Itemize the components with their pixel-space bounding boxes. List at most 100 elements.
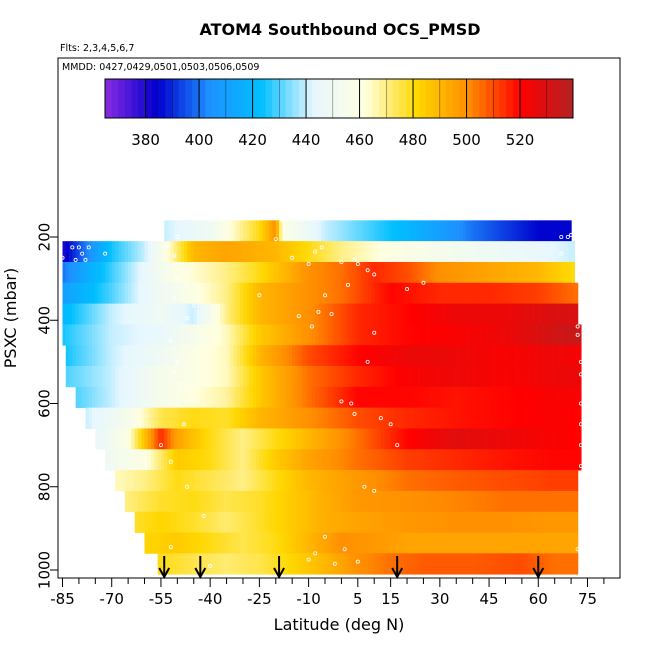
colorbar-swatch [245,79,253,118]
heatmap-cell [397,386,402,409]
heatmap-cell [174,532,178,554]
heatmap-cell [557,449,562,471]
heatmap-cell [574,303,579,325]
heatmap-cell [430,241,434,263]
heatmap-cell [449,261,454,284]
heatmap-cell [521,220,526,242]
heatmap-cell [190,261,195,284]
heatmap-cell [351,553,356,575]
colorbar-swatch [138,79,146,118]
heatmap-cell [466,428,470,450]
heatmap-cell [344,303,349,325]
heatmap-cell [495,386,500,409]
heatmap-cell [154,532,159,554]
heatmap-cell [469,324,474,346]
heatmap-cell [531,407,536,429]
heatmap-cell [462,366,467,388]
sample-point [349,401,354,406]
heatmap-cell [443,490,448,513]
heatmap-cell [275,241,280,263]
heatmap-cell [206,532,211,554]
heatmap-cell [456,470,461,492]
heatmap-cell [498,303,503,325]
heatmap-cell [393,386,398,409]
heatmap-cell [361,532,365,554]
heatmap-cell [439,532,444,554]
heatmap-cell [246,428,251,450]
heatmap-cell [443,553,448,575]
heatmap-cell [226,261,231,284]
heatmap-cell [177,532,182,554]
heatmap-cell [249,407,254,429]
heatmap-cell [521,428,526,450]
heatmap-cell [347,324,352,346]
heatmap-cell [65,303,70,325]
heatmap-cell [174,345,178,367]
heatmap-cell [190,532,195,554]
heatmap-cell [167,386,172,409]
heatmap-cell [288,407,293,429]
heatmap-cell [295,324,300,346]
heatmap-cell [108,241,113,263]
heatmap-cell [285,532,290,554]
heatmap-cell [147,511,152,533]
heatmap-cell [456,324,461,346]
heatmap-cell [124,282,129,304]
heatmap-cell [298,511,303,533]
heatmap-cell [154,449,159,471]
heatmap-cell [167,345,172,367]
heatmap-cell [564,532,569,554]
heatmap-cell [72,324,77,346]
heatmap-cell [387,511,392,533]
heatmap-cell [105,449,110,471]
heatmap-cell [256,553,260,575]
heatmap-cell [472,220,477,242]
heatmap-cell [380,386,385,409]
heatmap-cell [420,261,425,284]
heatmap-cell [469,282,474,304]
heatmap-cell [574,407,579,429]
heatmap-cell [367,261,372,284]
heatmap-cell [118,261,123,284]
heatmap-cell [446,241,451,263]
colorbar-swatch [118,79,126,118]
heatmap-cell [462,386,467,409]
heatmap-cell [288,366,293,388]
heatmap-cell [223,345,228,367]
heatmap-cell [531,386,536,409]
heatmap-cell [374,511,379,533]
heatmap-cell [426,303,431,325]
heatmap-cell [535,303,539,325]
heatmap-cell [285,324,290,346]
heatmap-cell [413,490,418,513]
heatmap-cell [380,241,385,263]
heatmap-cell [305,324,310,346]
heatmap-cell [170,324,175,346]
heatmap-cell [475,303,480,325]
heatmap-cell [236,241,241,263]
sample-point [365,359,370,364]
heatmap-cell [206,470,211,492]
heatmap-cell [551,532,556,554]
heatmap-cell [101,386,106,409]
heatmap-cell [160,345,165,367]
heatmap-cell [210,407,215,429]
heatmap-cell [160,303,165,325]
heatmap-cell [364,261,369,284]
heatmap-cell [364,470,369,492]
heatmap-cell [315,386,320,409]
heatmap-cell [131,282,136,304]
heatmap-cell [85,345,90,367]
heatmap-cell [220,470,224,492]
heatmap-cell [259,366,264,388]
heatmap-cell [505,345,510,367]
heatmap-cell [157,532,162,554]
heatmap-cell [164,282,169,304]
heatmap-cell [279,220,283,242]
heatmap-cell [144,261,149,284]
heatmap-cell [134,428,139,450]
heatmap-cell [370,282,375,304]
heatmap-cell [361,470,365,492]
heatmap-cell [216,324,221,346]
